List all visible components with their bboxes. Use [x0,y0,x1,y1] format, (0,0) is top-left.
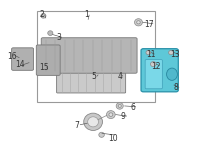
Text: 17: 17 [144,20,154,29]
Text: 11: 11 [147,50,156,59]
Ellipse shape [150,62,156,67]
Text: 1: 1 [84,10,89,19]
Text: 13: 13 [170,50,180,59]
Text: 16: 16 [7,52,17,61]
Text: 2: 2 [39,10,44,19]
Text: 7: 7 [74,121,79,130]
Text: 10: 10 [108,134,118,143]
Text: 12: 12 [151,62,161,71]
FancyBboxPatch shape [57,71,126,93]
Ellipse shape [88,117,99,127]
Bar [37,11,155,102]
Text: 14: 14 [15,60,25,69]
Ellipse shape [135,19,142,26]
Ellipse shape [116,103,123,109]
FancyBboxPatch shape [41,38,137,73]
Text: 8: 8 [174,83,178,92]
Ellipse shape [109,113,113,116]
Ellipse shape [118,105,121,107]
Ellipse shape [167,68,177,80]
FancyBboxPatch shape [141,49,178,92]
Text: 5: 5 [92,72,97,81]
Ellipse shape [137,21,140,24]
FancyBboxPatch shape [12,48,34,70]
Ellipse shape [99,132,104,137]
Ellipse shape [84,113,102,131]
FancyBboxPatch shape [36,45,60,75]
Ellipse shape [146,50,151,55]
Text: 9: 9 [121,112,126,121]
FancyBboxPatch shape [145,60,162,89]
Ellipse shape [169,50,173,55]
Ellipse shape [48,31,53,35]
Ellipse shape [107,111,115,119]
Text: 3: 3 [56,33,61,42]
Text: 4: 4 [117,72,122,81]
Text: 6: 6 [130,103,135,112]
Ellipse shape [41,14,46,18]
Text: 15: 15 [39,63,49,72]
